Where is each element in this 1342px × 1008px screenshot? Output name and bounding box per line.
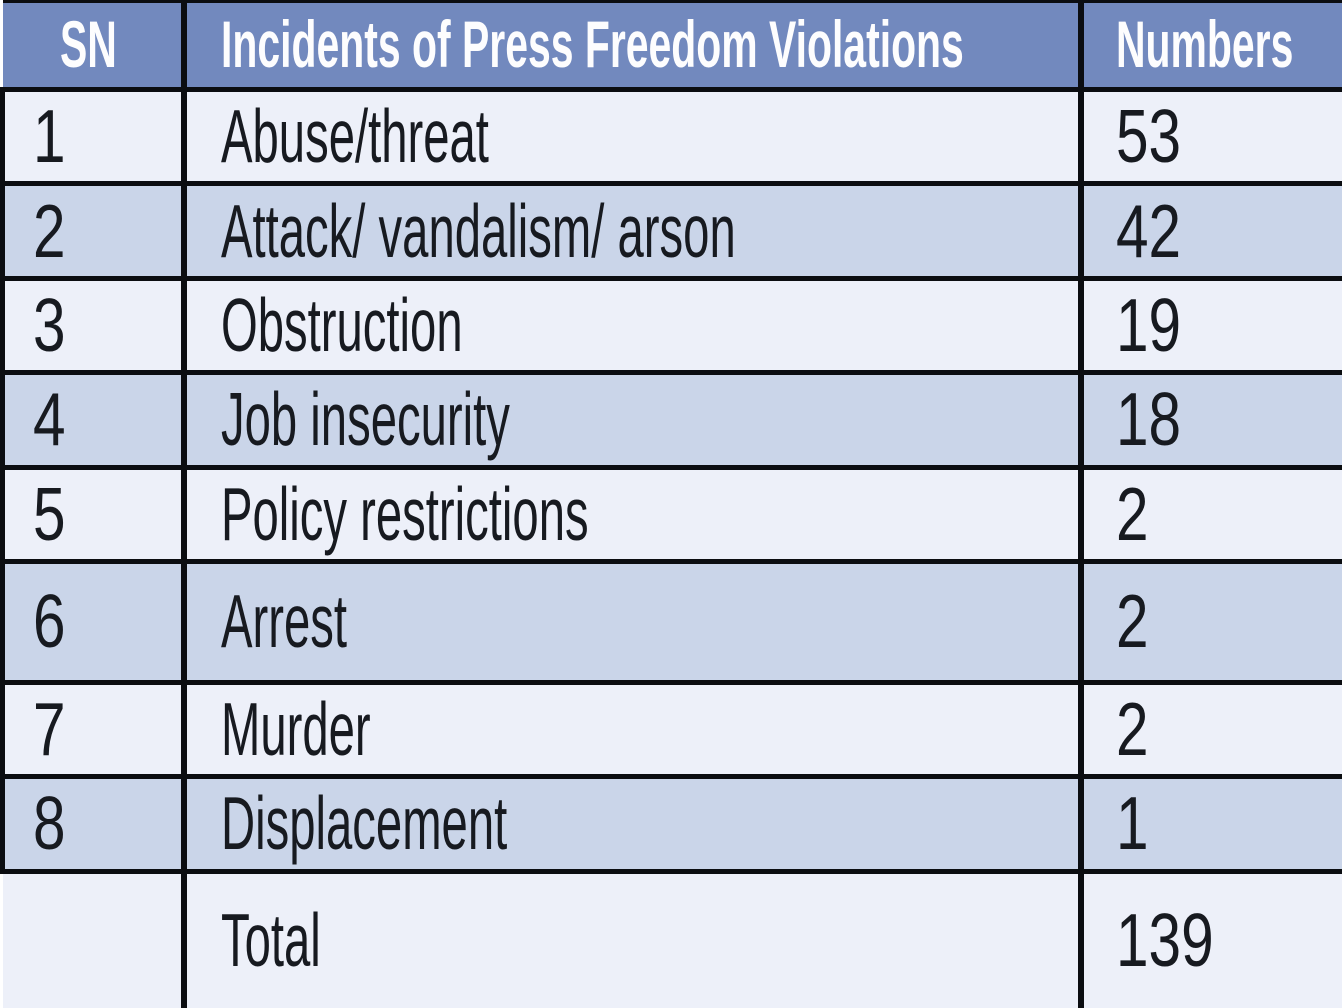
number-cell: 2	[1077, 558, 1342, 685]
header-cell-numbers: Numbers	[1077, 0, 1342, 92]
sn-value: 8	[33, 781, 66, 866]
header-label-incidents: Incidents of Press Freedom Violations	[220, 7, 964, 82]
number-value: 2	[1115, 579, 1149, 664]
incident-value: Job insecurity	[220, 377, 510, 462]
incident-value: Attack/ vandalism/ arson	[220, 188, 736, 273]
incident-cell: Abuse/threat	[180, 86, 1083, 187]
sn-cell: 3	[0, 275, 186, 376]
incident-cell: Attack/ vandalism/ arson	[180, 181, 1083, 281]
sn-value: 1	[33, 94, 66, 179]
sn-value: 4	[33, 377, 66, 462]
table-row-6: 6 Arrest 2	[0, 558, 1342, 685]
total-row: Total 139	[2, 868, 1342, 1008]
number-cell: 42	[1077, 181, 1342, 281]
total-value-cell: 139	[1077, 868, 1342, 1008]
table-row-8: 8 Displacement 1	[0, 774, 1342, 874]
incident-cell: Obstruction	[180, 275, 1083, 376]
table-row-7: 7 Murder 2	[0, 679, 1342, 780]
incident-value: Obstruction	[220, 283, 463, 368]
number-value: 2	[1115, 471, 1149, 556]
incident-cell: Policy restrictions	[180, 464, 1083, 564]
incident-value: Arrest	[220, 579, 347, 664]
number-value: 53	[1115, 94, 1181, 179]
incident-value: Murder	[220, 686, 371, 771]
total-label-cell: Total	[180, 868, 1083, 1008]
number-value: 19	[1115, 283, 1181, 368]
number-cell: 19	[1077, 275, 1342, 376]
incident-value: Abuse/threat	[220, 94, 489, 179]
header-cell-incidents: Incidents of Press Freedom Violations	[180, 0, 1083, 92]
header-label-sn: SN	[59, 7, 117, 82]
sn-value: 2	[33, 188, 66, 273]
sn-value: 7	[33, 686, 66, 771]
sn-cell: 5	[0, 464, 186, 564]
total-value: 139	[1115, 898, 1214, 983]
sn-cell: 4	[0, 370, 186, 470]
number-value: 2	[1115, 686, 1149, 771]
number-cell: 2	[1077, 679, 1342, 780]
number-value: 1	[1115, 781, 1149, 866]
table-row-4: 4 Job insecurity 18	[0, 370, 1342, 470]
header-cell-sn: SN	[2, 0, 186, 92]
header-label-numbers: Numbers	[1115, 7, 1293, 82]
sn-cell: 1	[0, 86, 186, 187]
table-row-2: 2 Attack/ vandalism/ arson 42	[0, 181, 1342, 281]
number-cell: 18	[1077, 370, 1342, 470]
number-cell: 1	[1077, 774, 1342, 874]
sn-value: 6	[33, 579, 66, 664]
total-sn-cell-empty	[2, 868, 186, 1008]
number-cell: 2	[1077, 464, 1342, 564]
incident-cell: Arrest	[180, 558, 1083, 685]
number-cell: 53	[1077, 86, 1342, 187]
number-value: 18	[1115, 377, 1181, 462]
sn-cell: 7	[0, 679, 186, 780]
sn-cell: 6	[0, 558, 186, 685]
total-label: Total	[220, 898, 321, 983]
sn-value: 3	[33, 283, 66, 368]
table-row-1: 1 Abuse/threat 53	[0, 86, 1342, 187]
incident-cell: Murder	[180, 679, 1083, 780]
incident-value: Displacement	[220, 781, 507, 866]
table-row-3: 3 Obstruction 19	[0, 275, 1342, 376]
sn-value: 5	[33, 471, 66, 556]
sn-cell: 8	[0, 774, 186, 874]
incident-value: Policy restrictions	[220, 471, 589, 556]
sn-cell: 2	[0, 181, 186, 281]
incident-cell: Displacement	[180, 774, 1083, 874]
incident-cell: Job insecurity	[180, 370, 1083, 470]
table-row-5: 5 Policy restrictions 2	[0, 464, 1342, 564]
header-row: SN Incidents of Press Freedom Violations…	[2, 0, 1342, 92]
number-value: 42	[1115, 188, 1181, 273]
